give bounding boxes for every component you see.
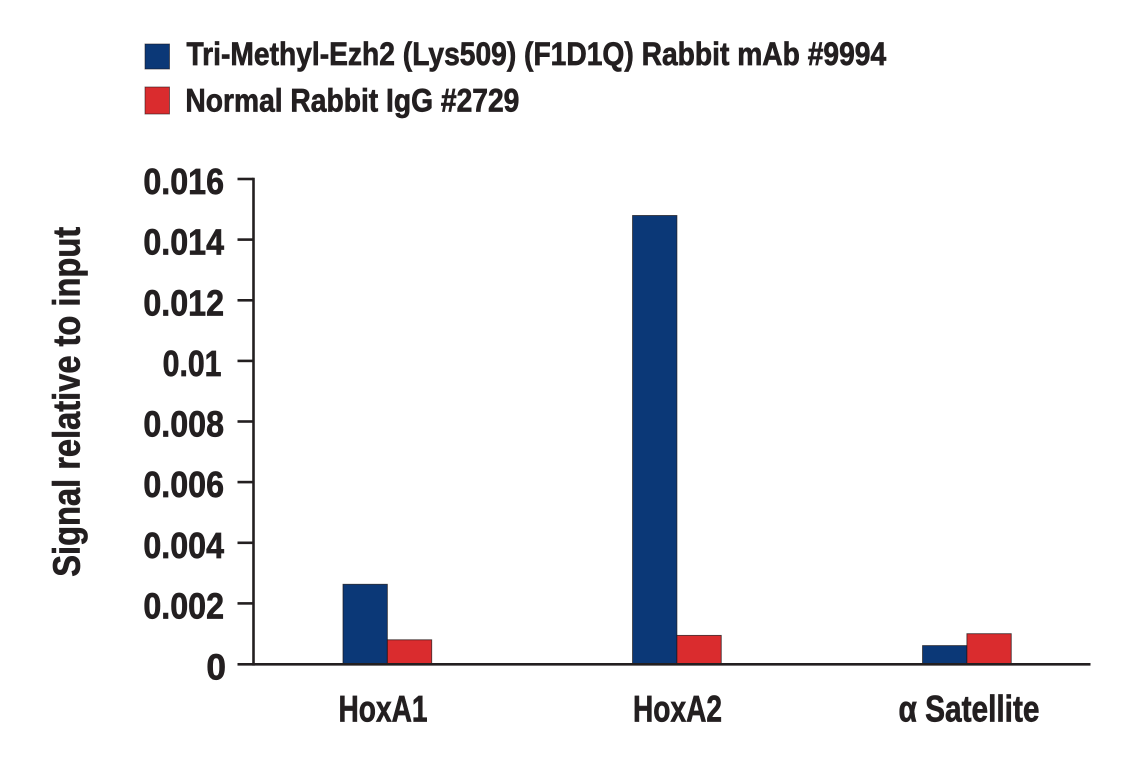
svg-text:0.016: 0.016 [143, 162, 224, 202]
svg-text:Signal relative to input: Signal relative to input [45, 227, 88, 577]
svg-text:Tri-Methyl-Ezh2 (Lys509) (F1D1: Tri-Methyl-Ezh2 (Lys509) (F1D1Q) Rabbit … [187, 37, 887, 72]
svg-text:0.002: 0.002 [143, 587, 224, 627]
svg-text:0.014: 0.014 [143, 223, 224, 263]
svg-text:α Satellite: α Satellite [899, 690, 1040, 731]
svg-text:0.012: 0.012 [143, 284, 224, 324]
svg-text:0.004: 0.004 [143, 526, 224, 566]
svg-text:0.008: 0.008 [143, 405, 224, 445]
svg-text:HoxA2: HoxA2 [633, 688, 722, 730]
svg-text:0.01: 0.01 [163, 344, 222, 384]
svg-text:HoxA1: HoxA1 [339, 688, 428, 730]
svg-text:Normal Rabbit IgG #2729: Normal Rabbit IgG #2729 [185, 84, 519, 119]
svg-text:0: 0 [206, 647, 226, 687]
svg-text:0.006: 0.006 [143, 465, 224, 505]
